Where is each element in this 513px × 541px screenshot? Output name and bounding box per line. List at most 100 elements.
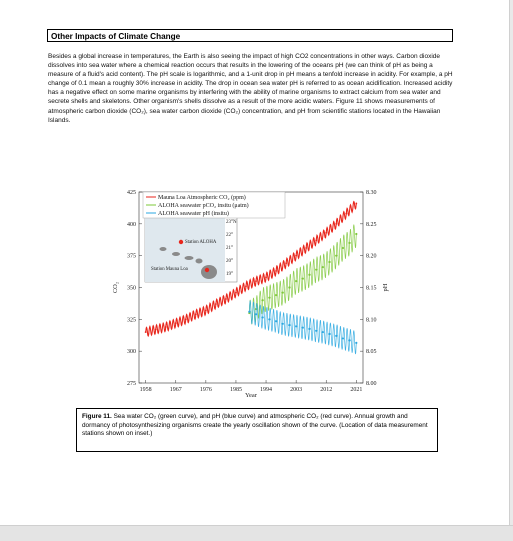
legend-label-aloha-ph: ALOHA seawater pH (insitu) [158, 210, 229, 217]
series-2-point-13 [335, 334, 338, 337]
series-1-point-2 [261, 299, 264, 302]
station-aloha-label: Station ALOHA [185, 240, 217, 245]
island-hawaii [201, 265, 217, 279]
inset-lat-label-4: 19° [226, 272, 233, 277]
legend-label-mauna-loa: Mauna Loa Atmospheric CO₂ (ppm) [158, 194, 246, 201]
series-1-point-9 [308, 273, 311, 276]
series-2-point-8 [301, 326, 304, 329]
station-mauna-loa-label: Station Mauna Loa [151, 267, 189, 272]
series-0-point-4 [184, 318, 187, 321]
inset-lat-label-1: 22° [226, 233, 233, 238]
y2-tick-label-0: 8.00 [366, 381, 377, 387]
series-2-point-4 [274, 320, 278, 323]
y-tick-label-6: 425 [127, 190, 136, 196]
x-axis-label: Year [245, 392, 258, 399]
series-1-point-13 [335, 254, 338, 257]
series-line-0 [145, 200, 357, 338]
caption-text: Sea water CO₂ (green curve), and pH (blu… [82, 413, 428, 438]
x-tick-label-7: 2021 [350, 387, 362, 393]
body-paragraph: Besides a global increase in temperature… [48, 53, 453, 124]
series-0-point-7 [214, 303, 217, 305]
series-1-point-3 [268, 296, 271, 299]
y2-tick-label-1: 8.05 [366, 349, 377, 355]
series-0-point-18 [325, 231, 328, 234]
series-1-point-12 [328, 260, 331, 264]
x-tick-label-4: 1994 [260, 387, 272, 393]
series-2-point-11 [321, 330, 324, 334]
inset-lat-label-0: 23°N [226, 220, 237, 225]
series-0-point-20 [345, 212, 348, 215]
series-1-point-11 [321, 266, 324, 269]
series-0-point-11 [255, 280, 257, 283]
y-axis-label: CO₂ [112, 282, 119, 293]
series-2-point-7 [295, 325, 298, 328]
series-0-point-17 [315, 239, 318, 242]
document-page: Other Impacts of Climate Change Besides … [0, 0, 510, 525]
inset-lat-label-3: 20° [226, 259, 233, 264]
island-molokai [184, 256, 194, 260]
x-tick-label-2: 1976 [200, 387, 212, 393]
series-2-point-5 [281, 322, 284, 325]
series-2-point-15 [348, 339, 351, 342]
series-1-point-8 [301, 277, 304, 280]
y2-tick-label-4: 8.20 [366, 254, 377, 260]
series-2-point-1 [254, 313, 258, 316]
section-heading: Other Impacts of Climate Change [47, 29, 453, 42]
station-mauna-loa-marker [204, 267, 210, 273]
climate-chart: 275 300 325 350 375 400 425 8.00 8.05 8.10 8.15 8.2… [112, 190, 389, 399]
y-tick-label-2: 325 [127, 317, 136, 323]
series-1-point-15 [348, 241, 351, 245]
series-2-point-12 [328, 332, 331, 336]
y-tick-label-4: 375 [127, 254, 136, 260]
station-aloha-marker [178, 239, 184, 245]
series-0-point-9 [235, 291, 237, 294]
series-1-point-16 [355, 232, 358, 236]
x-tick-label-6: 2012 [320, 387, 332, 393]
island-maui [195, 258, 203, 264]
series-1-point-4 [274, 294, 278, 297]
series-2-point-6 [288, 323, 291, 327]
chart-legend: Mauna Loa Atmospheric CO₂ (ppm) ALOHA se… [142, 191, 286, 219]
island-kauai [159, 247, 167, 251]
y2-tick-label-6: 8.30 [366, 190, 377, 196]
series-2-point-16 [355, 341, 358, 344]
series-1-point-7 [295, 280, 298, 283]
series-0-point-15 [295, 254, 298, 257]
series-0-point-6 [204, 309, 207, 312]
y-tick-label-5: 400 [127, 222, 136, 228]
x-tick-label-1: 1967 [170, 387, 182, 393]
series-2-point-14 [341, 337, 345, 340]
x-tick-label-5: 2003 [290, 387, 302, 393]
series-0-point-16 [305, 247, 308, 249]
series-1-point-5 [281, 291, 284, 294]
figure-11: 275 300 325 350 375 400 425 8.00 8.05 8.10 8.15 8.2… [105, 186, 390, 400]
series-0-point-0 [144, 331, 147, 333]
viewer-status-bar [0, 525, 513, 541]
legend-label-aloha-pco2: ALOHA seawater pCO₂ insitu (μatm) [158, 202, 249, 209]
series-1-point-10 [315, 268, 318, 271]
y2-tick-label-2: 8.10 [366, 317, 377, 323]
series-2-point-2 [261, 316, 264, 319]
x-tick-label-3: 1985 [230, 387, 242, 393]
series-0-point-12 [265, 276, 267, 279]
legend-box [142, 191, 286, 219]
series-0-point-2 [164, 326, 167, 328]
y2-tick-label-5: 8.25 [366, 222, 377, 228]
inset-lat-label-2: 21° [226, 246, 233, 251]
series-0-point-14 [285, 262, 288, 265]
series-2-point-10 [315, 329, 318, 332]
series-0-point-3 [174, 322, 177, 325]
figure-caption: Figure 11. Sea water CO₂ (green curve), … [76, 408, 438, 452]
series-0-point-13 [275, 270, 277, 272]
y-tick-label-3: 350 [127, 286, 136, 292]
series-0-point-1 [154, 328, 157, 331]
series-2-point-0 [248, 310, 251, 313]
series-1-point-6 [288, 286, 291, 289]
series-0-point-8 [225, 298, 227, 300]
series-0-point-10 [245, 285, 247, 288]
series-1-point-14 [341, 246, 345, 250]
y2-axis-label: pH [382, 283, 389, 291]
series-0-point-21 [355, 202, 358, 205]
series-2-point-9 [308, 327, 311, 330]
y-tick-label-1: 300 [127, 349, 136, 355]
